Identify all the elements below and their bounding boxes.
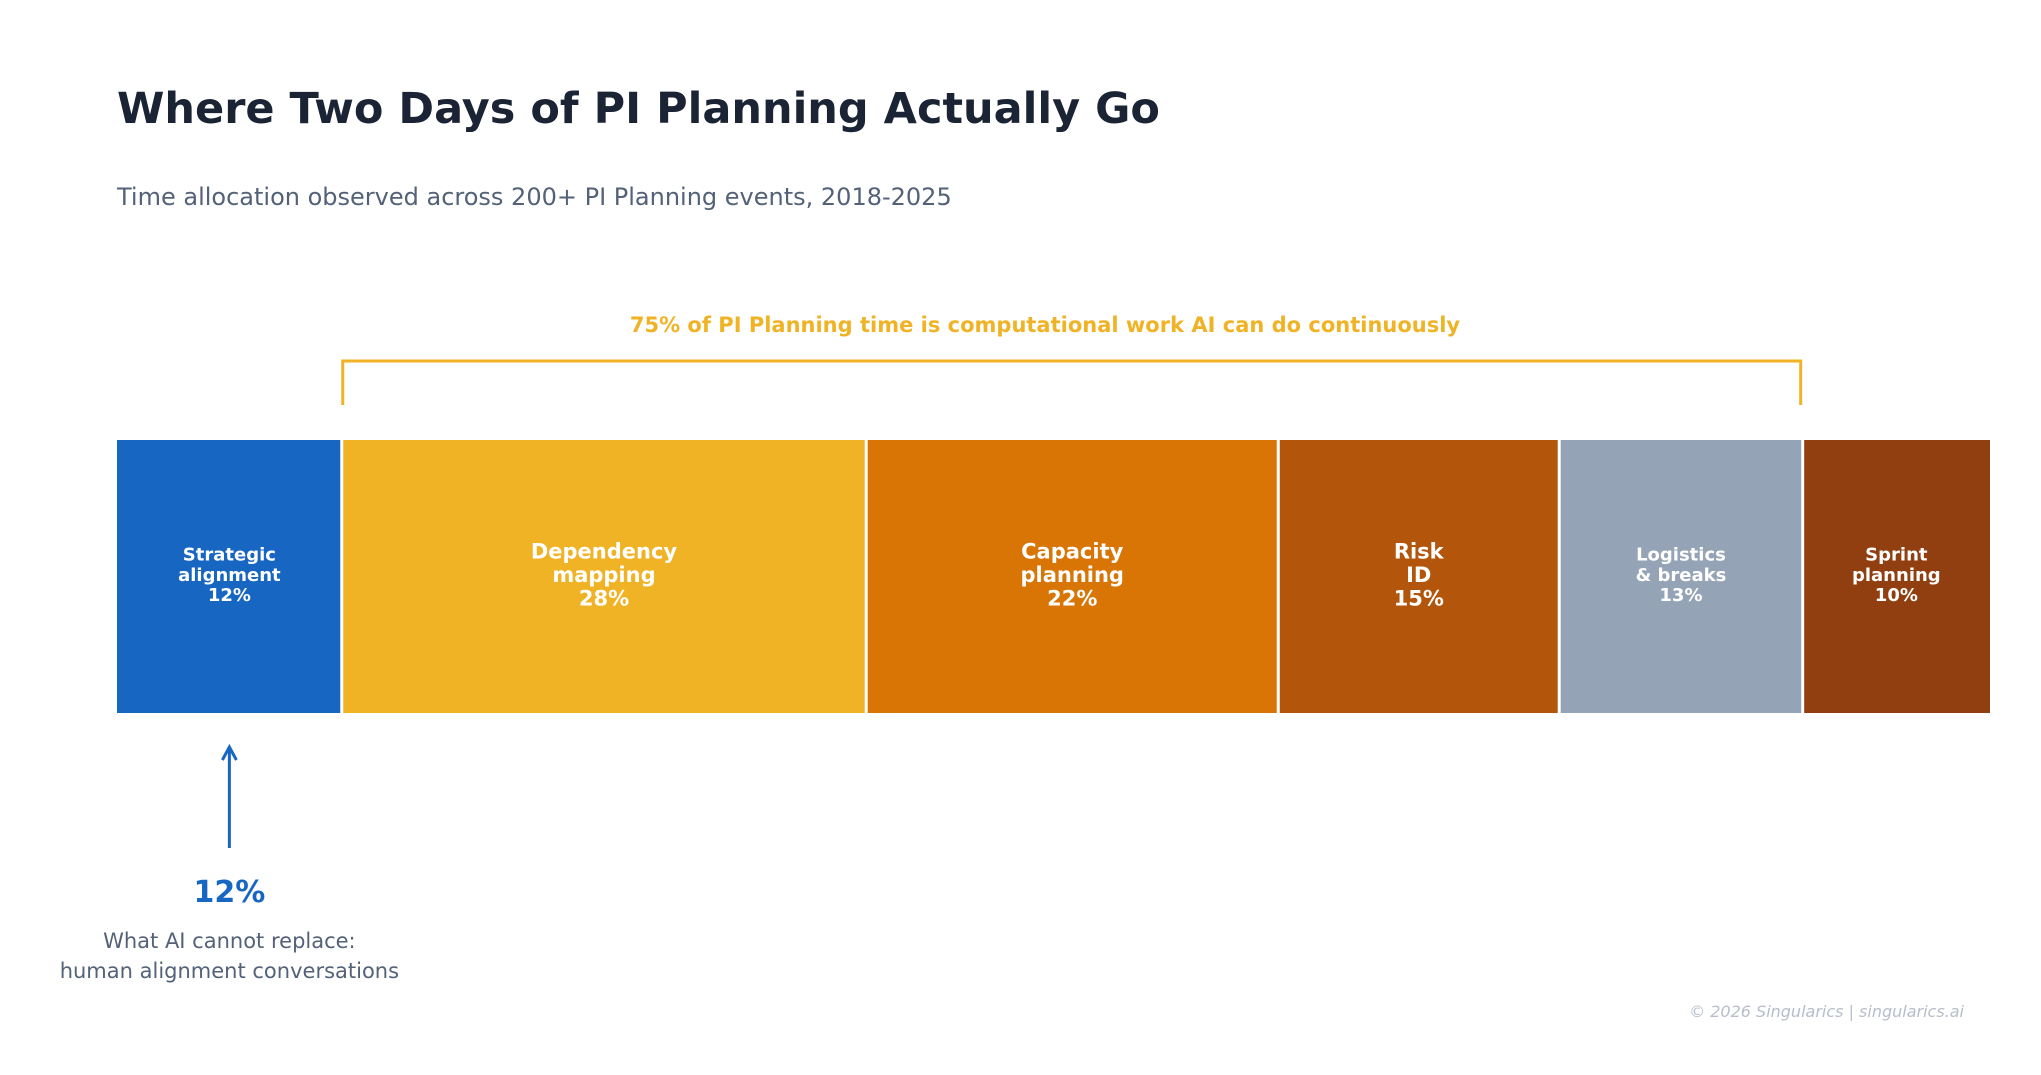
callout-value: 12% (193, 875, 265, 910)
bar-segment-value-label: 22% (1047, 586, 1097, 610)
bar-segment-rect (1804, 440, 1990, 713)
arrow-head (221, 743, 238, 761)
bar-segment-category-label: ID (1406, 563, 1431, 587)
bar-segment-rect (343, 440, 865, 713)
bar-segment-category-label: planning (1852, 565, 1941, 586)
copyright-footer: © 2026 Singularics | singularics.ai (1689, 1002, 1964, 1021)
bar-segment-value-label: 28% (579, 586, 629, 610)
bar-segment-category-label: & breaks (1636, 565, 1727, 586)
bar-segment-rect (117, 440, 341, 713)
chart-subtitle: Time allocation observed across 200+ PI … (117, 183, 952, 211)
bracket-label: 75% of PI Planning time is computational… (630, 313, 1461, 337)
bar-segment-category-label: Sprint (1865, 545, 1928, 566)
bar-segment-category-label: alignment (178, 565, 281, 586)
bar-segment-rect (1279, 440, 1558, 713)
bar-segments: Strategicalignment12%Dependencymapping28… (117, 440, 1990, 713)
callout-arrow (221, 743, 238, 848)
bar-segment-category-label: Logistics (1636, 545, 1726, 566)
bar-segment-rect (1560, 440, 1802, 713)
bar-segment-category-label: Capacity (1021, 539, 1123, 563)
callout-text-line-1: What AI cannot replace: (103, 929, 356, 953)
bar-segment-value-label: 10% (1875, 585, 1918, 606)
bracket (341, 359, 1803, 405)
bar-segment-category-label: mapping (552, 563, 655, 587)
bar-segment-category-label: Strategic (183, 545, 276, 566)
bar-segment-rect (867, 440, 1277, 713)
bar-segment-value-label: 15% (1394, 586, 1444, 610)
bar-segment-value-label: 13% (1659, 585, 1702, 606)
chart-title: Where Two Days of PI Planning Actually G… (117, 84, 1160, 134)
callout-text-line-2: human alignment conversations (60, 959, 399, 983)
bar-segment-category-label: Risk (1394, 539, 1445, 563)
bar-segment-category-label: planning (1020, 563, 1123, 587)
bar-segment-category-label: Dependency (531, 539, 678, 563)
bar-segment-value-label: 12% (208, 585, 251, 606)
